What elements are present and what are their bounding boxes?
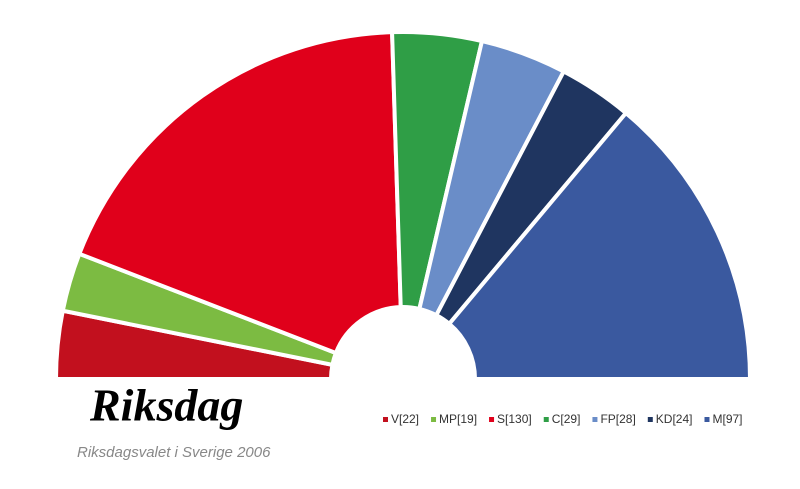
legend-swatch	[647, 417, 653, 422]
legend-swatch	[704, 417, 710, 422]
legend-swatch	[431, 417, 437, 422]
legend-label: S[130]	[497, 412, 532, 426]
seat-segment	[446, 110, 753, 381]
chart-subtitle: Riksdagsvalet i Sverige 2006	[77, 444, 271, 461]
legend-label: M[97]	[712, 412, 742, 426]
legend-swatch	[543, 417, 549, 422]
legend-label: MP[19]	[439, 412, 477, 426]
legend-label: C[29]	[552, 412, 581, 426]
legend-swatch	[592, 417, 598, 422]
legend-label: V[22]	[391, 412, 419, 426]
legend-label: KD[24]	[656, 412, 693, 426]
chart-title: Riksdag	[89, 380, 243, 431]
seat-segment	[76, 30, 403, 356]
legend-label: FP[28]	[600, 412, 635, 426]
legend-swatch	[489, 417, 495, 422]
legend-swatch	[383, 417, 388, 422]
